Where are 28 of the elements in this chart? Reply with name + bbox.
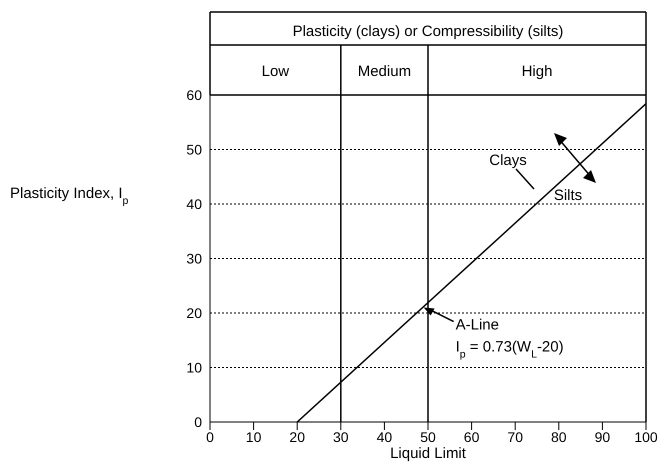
x-tick-label: 100 — [634, 428, 658, 445]
y-tick-label: 60 — [186, 86, 202, 103]
x-tick-label: 10 — [246, 428, 262, 445]
x-tick-label: 40 — [376, 428, 392, 445]
chart-title: Plasticity (clays) or Compressibility (silts) — [292, 23, 564, 40]
y-tick-label: 50 — [186, 141, 202, 158]
y-tick-label: 0 — [194, 414, 202, 430]
x-tick-label: 70 — [507, 428, 524, 445]
y-axis-title: Plasticity Index, I$_{p}$ — [10, 185, 129, 207]
text: High — [522, 63, 552, 80]
y-tick-label: 40 — [186, 196, 202, 212]
annotation: I$_{p}$ = 0.73(W$_{L}$-20) — [456, 338, 564, 361]
x-tick-label: 60 — [464, 428, 480, 445]
text: Medium — [358, 63, 412, 80]
y-tick-label: 30 — [186, 250, 202, 266]
y-tick-label: 10 — [186, 359, 202, 376]
x-tick-label: 30 — [333, 428, 349, 445]
x-axis-title: Liquid Limit — [390, 445, 467, 462]
x-tick-label: 0 — [206, 428, 214, 445]
x-tick-label: 20 — [289, 428, 306, 445]
text: Low — [262, 63, 290, 80]
x-tick-label: 90 — [594, 428, 610, 445]
y-tick-label: 20 — [186, 304, 202, 321]
x-tick-label: 50 — [420, 428, 436, 445]
annotation: Silts — [554, 187, 582, 204]
annotation: A-Line — [456, 316, 499, 334]
annotation: Clays — [489, 152, 527, 169]
x-tick-label: 80 — [551, 428, 567, 445]
